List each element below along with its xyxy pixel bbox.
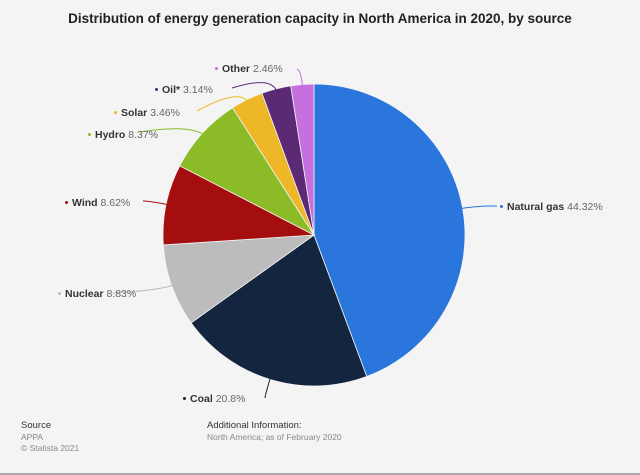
label-coal: Coal 20.8% bbox=[183, 393, 245, 405]
source-heading: Source bbox=[21, 420, 52, 431]
label-wind: Wind 8.62% bbox=[65, 197, 130, 209]
label-solar: Solar 3.46% bbox=[114, 107, 180, 119]
leader-line bbox=[139, 128, 206, 137]
leader-line bbox=[112, 284, 176, 294]
label-other: Other 2.46% bbox=[215, 63, 283, 75]
label-nuclear: Nuclear 8.83% bbox=[58, 288, 136, 300]
additional-info-heading: Additional Information: bbox=[207, 420, 302, 431]
label-oil: Oil* 3.14% bbox=[155, 84, 213, 96]
chart-title: Distribution of energy generation capaci… bbox=[68, 11, 572, 26]
label-hydro: Hydro 8.37% bbox=[88, 129, 158, 141]
additional-info-text: North America; as of February 2020 bbox=[207, 432, 342, 442]
label-natural-gas: Natural gas 44.32% bbox=[500, 201, 603, 213]
leader-line bbox=[458, 205, 498, 210]
leader-line bbox=[142, 200, 171, 206]
leader-line bbox=[196, 96, 250, 112]
leader-line bbox=[264, 375, 272, 399]
source-text: APPA © Statista 2021 bbox=[21, 432, 79, 454]
leader-line bbox=[296, 68, 304, 89]
leader-line bbox=[231, 82, 278, 93]
copyright[interactable]: © Statista 2021 bbox=[21, 443, 80, 453]
source-value: APPA bbox=[21, 432, 44, 442]
bottom-divider bbox=[0, 473, 640, 475]
